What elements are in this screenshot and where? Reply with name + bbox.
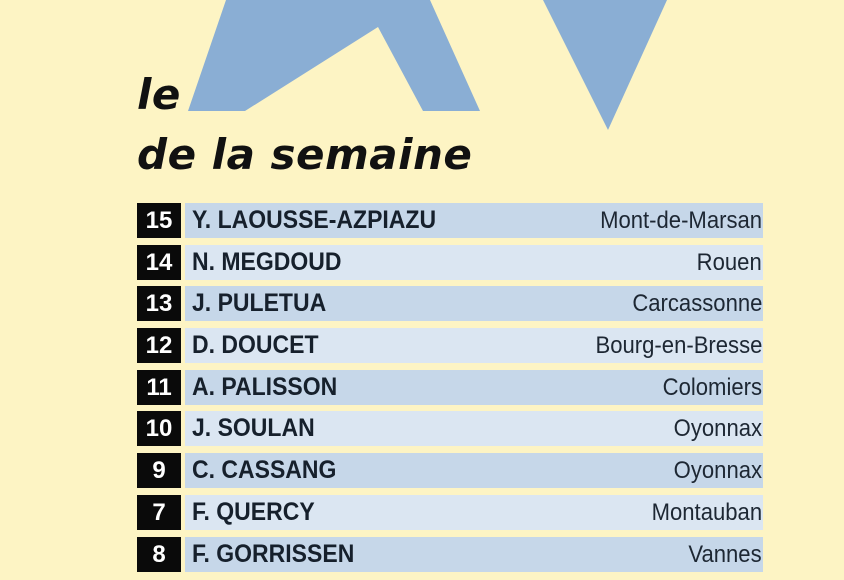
player-name: J. PULETUA	[192, 289, 327, 318]
player-row: 7 F. QUERCY Montauban	[137, 494, 763, 530]
player-name: F. GORRISSEN	[192, 539, 355, 568]
jersey-number: 14	[137, 244, 181, 280]
player-club: Carcassonne	[631, 290, 762, 318]
player-row: 13 J. PULETUA Carcassonne	[137, 286, 763, 322]
jersey-number: 9	[137, 453, 181, 489]
player-bar: C. CASSANG Oyonnax	[185, 453, 763, 489]
player-row: 14 N. MEGDOUD Rouen	[137, 244, 763, 280]
player-club: Rouen	[696, 248, 762, 276]
player-bar: J. PULETUA Carcassonne	[185, 286, 763, 322]
player-row: 8 F. GORRISSEN Vannes	[137, 536, 763, 572]
xv-logo-v-shape	[543, 0, 667, 130]
player-row: 9 C. CASSANG Oyonnax	[137, 453, 763, 489]
player-bar: F. QUERCY Montauban	[185, 494, 763, 530]
xv-logo	[188, 0, 667, 130]
jersey-number: 8	[137, 536, 181, 572]
player-bar: N. MEGDOUD Rouen	[185, 244, 763, 280]
player-bar: A. PALISSON Colomiers	[185, 369, 763, 405]
player-club: Bourg-en-Bresse	[595, 332, 762, 360]
jersey-number: 15	[137, 203, 181, 238]
jersey-number: 13	[137, 286, 181, 322]
jersey-number: 10	[137, 411, 181, 447]
player-club: Vannes	[688, 540, 762, 568]
title-le: le	[137, 70, 181, 119]
jersey-number: 12	[137, 328, 181, 364]
player-row: 10 J. SOULAN Oyonnax	[137, 411, 763, 447]
jersey-number: 7	[137, 494, 181, 530]
player-club: Montauban	[651, 498, 762, 526]
player-bar: F. GORRISSEN Vannes	[185, 536, 763, 572]
player-bar: J. SOULAN Oyonnax	[185, 411, 763, 447]
player-name: A. PALISSON	[192, 372, 338, 401]
player-club: Colomiers	[662, 373, 762, 401]
player-club: Mont-de-Marsan	[600, 207, 762, 234]
player-name: D. DOUCET	[192, 331, 319, 360]
player-row: 15 Y. LAOUSSE-AZPIAZU Mont-de-Marsan	[137, 203, 763, 238]
player-name: N. MEGDOUD	[192, 247, 342, 276]
player-name: F. QUERCY	[192, 497, 315, 526]
player-club: Oyonnax	[673, 415, 762, 443]
player-name: Y. LAOUSSE-AZPIAZU	[192, 206, 437, 234]
player-club: Oyonnax	[673, 457, 762, 485]
player-name: J. SOULAN	[192, 414, 315, 443]
jersey-number: 11	[137, 369, 181, 405]
xv-logo-x-shape	[188, 0, 480, 111]
title-de-la-semaine: de la semaine	[137, 130, 473, 179]
player-row: 11 A. PALISSON Colomiers	[137, 369, 763, 405]
player-bar: Y. LAOUSSE-AZPIAZU Mont-de-Marsan	[185, 203, 763, 238]
team-list: 15 Y. LAOUSSE-AZPIAZU Mont-de-Marsan 14 …	[137, 203, 763, 578]
player-bar: D. DOUCET Bourg-en-Bresse	[185, 328, 763, 364]
player-name: C. CASSANG	[192, 456, 337, 485]
player-row: 12 D. DOUCET Bourg-en-Bresse	[137, 328, 763, 364]
